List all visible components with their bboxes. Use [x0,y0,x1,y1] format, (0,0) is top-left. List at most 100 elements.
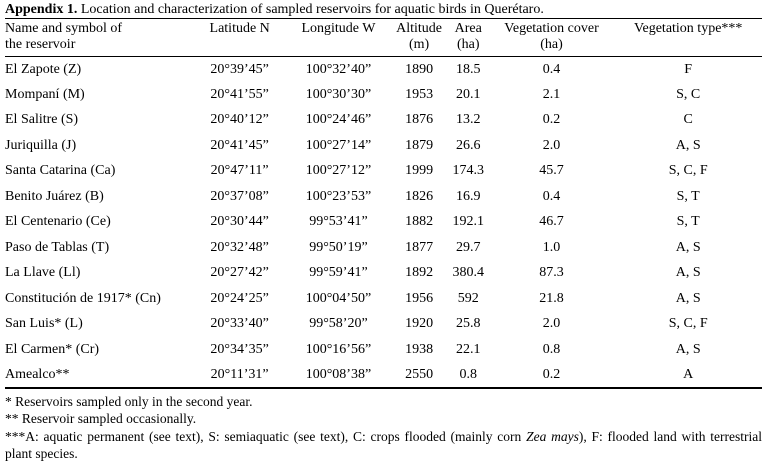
col-header-altitude: Altitude (m) [390,19,448,57]
cell-vegetation-type: S, C, F [668,163,708,179]
cell-area: 0.8 [459,366,478,382]
cell-altitude: 1892 [405,265,434,281]
cell-vegetation-type: F [684,61,693,77]
cell-vegetation-type: A [683,366,694,382]
cell-vegetation-cover: 87.3 [539,265,564,281]
cell-vegetation-cover: 21.8 [539,290,564,306]
cell-latitude: 20°37’08” [210,188,269,204]
appendix-title-label: Appendix 1. [5,2,78,17]
col-header-area-line1: Area [454,21,482,36]
col-header-area-line2: (ha) [456,37,480,52]
cell-name: Mompaní (M) [5,86,85,102]
cell-name: Amealco** [5,366,70,382]
table-row: El Carmen* (Cr) 20°34’35” 100°16’56” 1938 22… [5,337,762,363]
cell-altitude: 2550 [405,366,434,382]
table-row: Juriquilla (J) 20°41’45” 100°27’14” 1879 26.… [5,133,762,159]
table-row: Amealco** 20°11’31” 100°08’38” 2550 0.8 0.2 A [5,363,762,389]
cell-longitude: 99°58’20” [309,316,368,332]
cell-area: 13.2 [456,112,481,128]
cell-longitude: 99°53’41” [309,214,368,230]
cell-vegetation-cover: 1.0 [542,239,561,255]
col-header-name: Name and symbol of the reservoir [5,19,193,57]
col-header-altitude-line2: (m) [408,37,430,52]
footnotes: * Reservoirs sampled only in the second … [5,393,762,463]
cell-altitude: 1920 [405,316,434,332]
cell-altitude: 1890 [405,61,434,77]
table-row: Benito Juárez (B) 20°37’08” 100°23’53” 1826… [5,184,762,210]
cell-area: 16.9 [456,188,481,204]
cell-name: Santa Catarina (Ca) [5,163,116,179]
cell-latitude: 20°24’25” [210,290,269,306]
footnote-3: ***A: aquatic permanent (see text), S: s… [5,428,762,463]
cell-vegetation-cover: 2.0 [542,137,561,153]
col-header-vegetation-type: Vegetation type*** [614,19,762,57]
footnote-3-suffix: ), F: flooded land with terrestrial plan… [5,428,762,462]
cell-vegetation-cover: 0.2 [542,366,561,382]
cell-area: 380.4 [452,265,485,281]
cell-vegetation-type: A, S [675,290,701,306]
appendix-title-text: Location and characterization of sampled… [77,2,544,17]
cell-latitude: 20°33’40” [210,316,269,332]
cell-name: San Luis* (L) [5,316,83,332]
col-header-latitude-line1: Latitude N [209,21,270,36]
table-row: El Centenario (Ce) 20°30’44” 99°53’41” 1882… [5,210,762,236]
cell-name: El Salitre (S) [5,112,79,128]
species-name: Zea mays [526,428,579,444]
cell-area: 26.6 [456,137,481,153]
cell-altitude: 1999 [405,163,434,179]
col-header-vegetation-cover-line2: (ha) [540,37,563,52]
cell-vegetation-type: A, S [675,137,701,153]
cell-name: Benito Juárez (B) [5,188,104,204]
cell-altitude: 1938 [405,341,434,357]
cell-longitude: 100°27’12” [305,163,372,179]
col-header-vegetation-cover-line1: Vegetation cover [504,21,599,36]
footnote-3-prefix: ***A: aquatic permanent (see text), S: s… [5,428,527,444]
cell-vegetation-cover: 0.2 [542,112,561,128]
col-header-latitude: Latitude N [193,19,287,57]
cell-latitude: 20°11’31” [210,366,269,382]
cell-latitude: 20°32’48” [210,239,269,255]
cell-name: El Carmen* (Cr) [5,341,100,357]
table-row: San Luis* (L) 20°33’40” 99°58’20” 1920 25.8 2… [5,312,762,338]
cell-vegetation-cover: 0.8 [542,341,561,357]
cell-area: 22.1 [456,341,481,357]
table-row: Santa Catarina (Ca) 20°47’11” 100°27’12” 19… [5,159,762,185]
cell-altitude: 1876 [405,112,434,128]
col-header-vegetation-cover: Vegetation cover (ha) [489,19,615,57]
cell-vegetation-cover: 0.4 [542,188,561,204]
cell-area: 25.8 [456,316,481,332]
cell-name: El Centenario (Ce) [5,214,111,230]
cell-longitude: 99°50’19” [309,239,368,255]
col-header-name-line1: Name and symbol of [5,21,123,36]
cell-longitude: 100°16’56” [305,341,372,357]
cell-area: 592 [457,290,479,306]
col-header-longitude-line1: Longitude W [301,21,376,36]
cell-vegetation-cover: 46.7 [539,214,564,230]
cell-altitude: 1877 [405,239,434,255]
col-header-altitude-line1: Altitude [396,21,442,36]
cell-altitude: 1956 [405,290,434,306]
cell-vegetation-type: C [683,112,693,128]
table-row: Paso de Tablas (T) 20°32’48” 99°50’19” 1877… [5,235,762,261]
cell-name: Juriquilla (J) [5,137,77,153]
cell-latitude: 20°30’44” [210,214,269,230]
cell-latitude: 20°34’35” [210,341,269,357]
table-header: Name and symbol of the reservoir Latitud… [5,19,762,57]
reservoir-table-body: El Zapote (Z) 20°39’45” 100°32’40” 1890 18.5… [5,57,762,389]
cell-vegetation-cover: 2.0 [542,316,561,332]
appendix-title: Appendix 1. Location and characterizatio… [5,2,762,17]
cell-vegetation-type: A, S [675,239,701,255]
cell-altitude: 1879 [405,137,434,153]
cell-altitude: 1882 [405,214,434,230]
cell-area: 192.1 [452,214,485,230]
cell-vegetation-type: S, T [676,214,700,230]
cell-name: La Llave (Ll) [5,265,81,281]
cell-latitude: 20°41’45” [210,137,269,153]
cell-longitude: 100°08’38” [305,366,372,382]
col-header-vegetation-type-line1: Vegetation type*** [633,21,743,36]
header-row: Name and symbol of the reservoir Latitud… [5,19,762,57]
cell-longitude: 100°04’50” [305,290,372,306]
cell-area: 29.7 [456,239,481,255]
footnote-1: * Reservoirs sampled only in the second … [5,394,253,409]
